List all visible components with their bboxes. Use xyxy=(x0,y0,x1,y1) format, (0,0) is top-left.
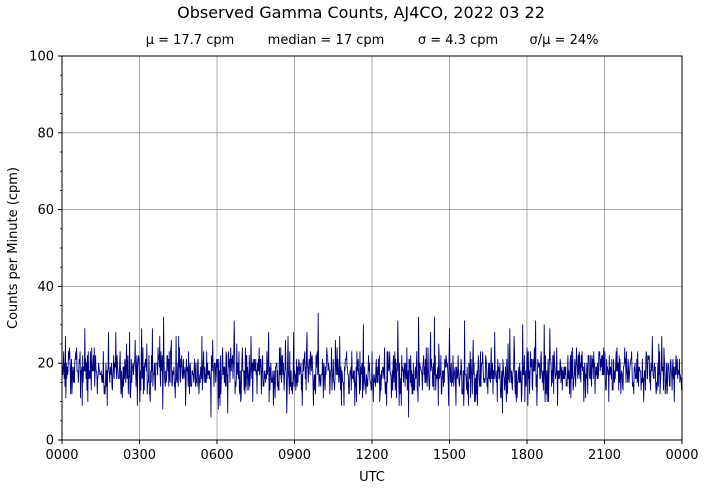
x-tick-label: 0900 xyxy=(278,448,311,463)
y-axis-ticks: 0 20 40 60 80 100 xyxy=(29,50,62,449)
series-line-counts xyxy=(61,312,683,418)
stat-sigma: σ = 4.3 cpm xyxy=(418,33,498,48)
x-tick-label: 0300 xyxy=(123,448,156,463)
y-tick-label: 60 xyxy=(37,203,54,218)
y-tick-label: 40 xyxy=(37,280,54,295)
y-tick-label: 0 xyxy=(46,434,54,449)
x-tick-label: 0600 xyxy=(200,448,233,463)
x-tick-label: 0000 xyxy=(665,448,698,463)
x-axis-ticks: 0000 0300 0600 0900 1200 1500 1800 2100 0000 xyxy=(45,440,699,463)
x-axis-label: UTC xyxy=(359,470,385,485)
x-tick-label: 1800 xyxy=(510,448,543,463)
stat-median: median = 17 cpm xyxy=(268,33,385,48)
y-tick-label: 100 xyxy=(29,50,54,65)
x-tick-label: 1500 xyxy=(433,448,466,463)
x-tick-label: 0000 xyxy=(45,448,78,463)
y-tick-label: 20 xyxy=(37,357,54,372)
grid-lines xyxy=(62,56,682,440)
x-tick-label: 1200 xyxy=(355,448,388,463)
chart-title: Observed Gamma Counts, AJ4CO, 2022 03 22 xyxy=(177,3,545,22)
y-axis-label: Counts per Minute (cpm) xyxy=(6,167,21,329)
y-tick-label: 80 xyxy=(37,126,54,141)
stat-ratio: σ/μ = 24% xyxy=(530,33,599,48)
x-tick-label: 2100 xyxy=(588,448,621,463)
stat-mean: μ = 17.7 cpm xyxy=(146,33,235,48)
